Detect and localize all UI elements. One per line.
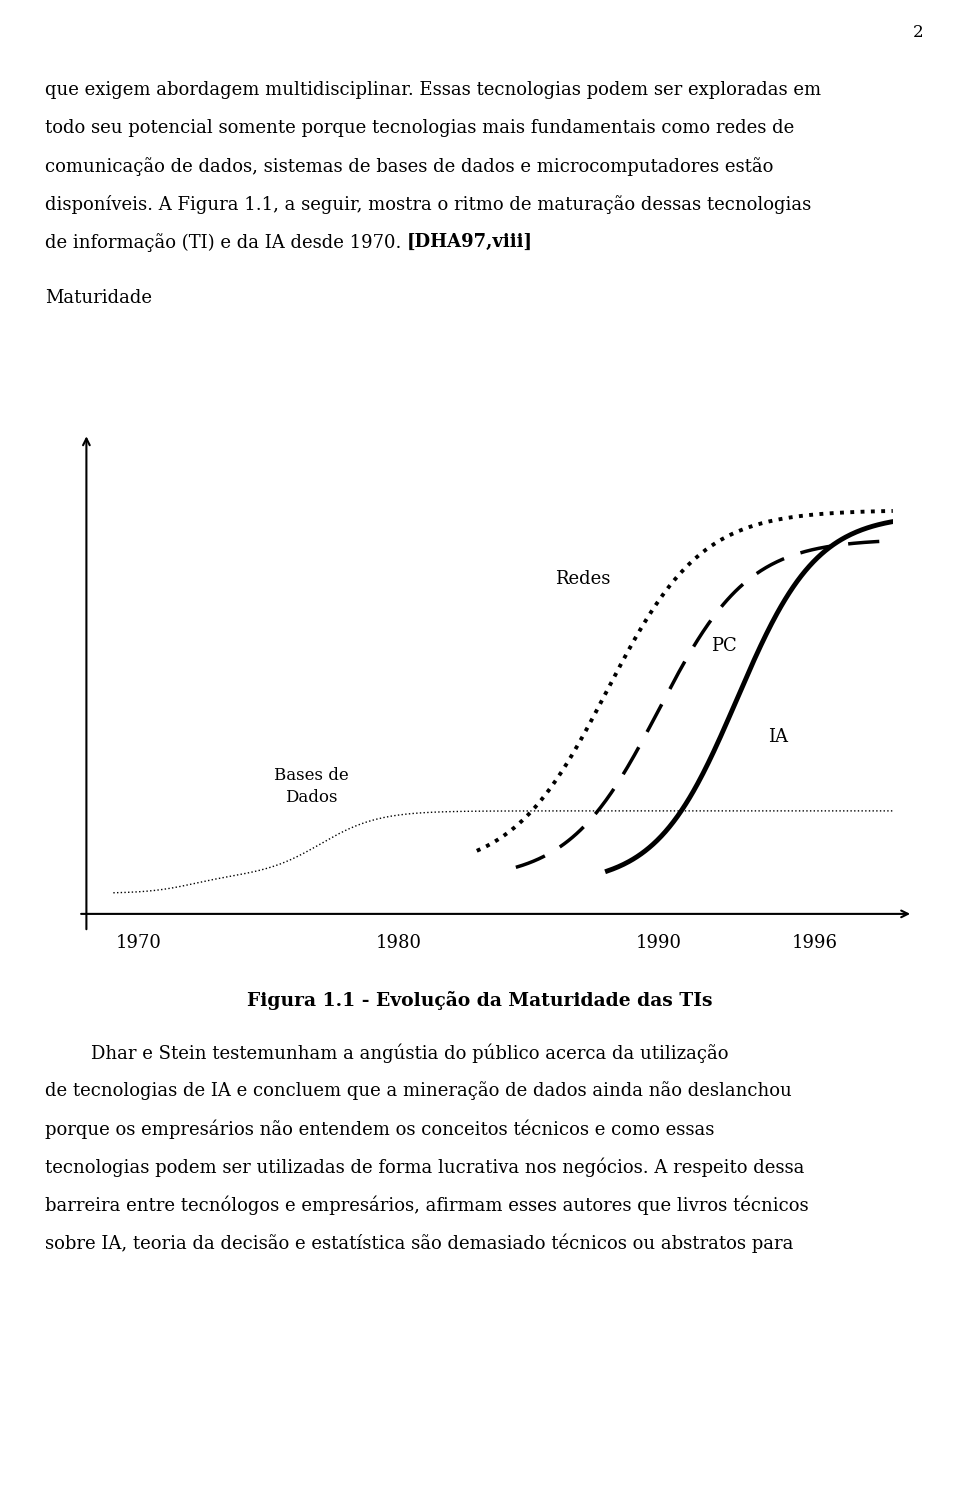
Text: 1996: 1996 — [792, 935, 838, 953]
Text: de tecnologias de IA e concluem que a mineração de dados ainda não deslanchou: de tecnologias de IA e concluem que a mi… — [45, 1082, 792, 1100]
Text: Bases de
Dados: Bases de Dados — [274, 767, 348, 805]
Text: Figura 1.1 - Evolução da Maturidade das TIs: Figura 1.1 - Evolução da Maturidade das … — [248, 991, 712, 1010]
Text: 1990: 1990 — [636, 935, 682, 953]
Text: 2: 2 — [913, 24, 924, 42]
Text: todo seu potencial somente porque tecnologias mais fundamentais como redes de: todo seu potencial somente porque tecnol… — [45, 119, 794, 137]
Text: que exigem abordagem multidisciplinar. Essas tecnologias podem ser exploradas em: que exigem abordagem multidisciplinar. E… — [45, 82, 821, 100]
Text: tecnologias podem ser utilizadas de forma lucrativa nos negócios. A respeito des: tecnologias podem ser utilizadas de form… — [45, 1158, 804, 1177]
Text: disponíveis. A Figura 1.1, a seguir, mostra o ritmo de maturação dessas tecnolog: disponíveis. A Figura 1.1, a seguir, mos… — [45, 195, 811, 214]
Text: porque os empresários não entendem os conceitos técnicos e como essas: porque os empresários não entendem os co… — [45, 1119, 714, 1138]
Text: de informação (TI) e da IA desde 1970.: de informação (TI) e da IA desde 1970. — [45, 233, 407, 253]
Text: IA: IA — [768, 728, 788, 746]
Text: Redes: Redes — [555, 571, 610, 588]
Text: barreira entre tecnólogos e empresários, afirmam esses autores que livros técnic: barreira entre tecnólogos e empresários,… — [45, 1195, 808, 1214]
Text: Dhar e Stein testemunham a angústia do público acerca da utilização: Dhar e Stein testemunham a angústia do p… — [45, 1043, 729, 1062]
Text: [DHA97,viii]: [DHA97,viii] — [407, 233, 533, 251]
Text: Maturidade: Maturidade — [45, 288, 152, 308]
Text: 1970: 1970 — [115, 935, 161, 953]
Text: 1980: 1980 — [375, 935, 421, 953]
Text: PC: PC — [710, 637, 736, 655]
Text: sobre IA, teoria da decisão e estatística são demasiado técnicos ou abstratos pa: sobre IA, teoria da decisão e estatístic… — [45, 1233, 793, 1253]
Text: comunicação de dados, sistemas de bases de dados e microcomputadores estão: comunicação de dados, sistemas de bases … — [45, 158, 774, 175]
